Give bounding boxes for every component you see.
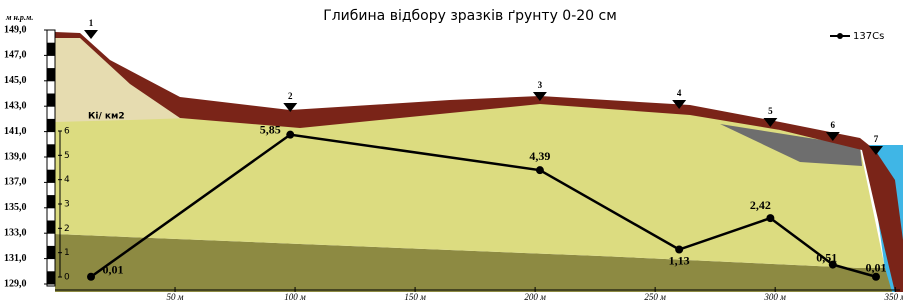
x-tick-label: 50 м <box>167 292 184 302</box>
legend-label: 137Cs <box>853 31 884 42</box>
y2-tick-label: 143,0 <box>4 100 27 111</box>
y-tick-label: 0 <box>64 273 70 283</box>
point <box>536 166 544 174</box>
y-tick-label: 2 <box>64 224 70 234</box>
y2-tick-label: 149,0 <box>4 24 27 35</box>
y2-tick-label: 141,0 <box>4 126 27 137</box>
point <box>286 131 294 139</box>
value-label: 2,42 <box>750 198 771 212</box>
y2-tick-label: 139,0 <box>4 151 27 162</box>
ruler-segment <box>47 246 55 259</box>
ruler-segment <box>47 119 55 132</box>
ruler-segment <box>47 170 55 183</box>
y2-tick-label: 137,0 <box>4 177 27 188</box>
value-label: 1,13 <box>669 253 690 267</box>
chart: Глибина відбору зразків ґрунту 0-20 см м … <box>0 0 903 304</box>
y-tick-label: 5 <box>64 151 70 161</box>
y-tick-label: 6 <box>64 127 70 137</box>
ruler-segment <box>47 195 55 208</box>
chart-title: Глибина відбору зразків ґрунту 0-20 см <box>323 8 617 24</box>
value-label: 0,51 <box>816 250 837 264</box>
ruler-segment <box>47 144 55 157</box>
x-tick-label: 200 м <box>524 292 546 302</box>
legend-marker <box>837 33 843 39</box>
station-label: 1 <box>89 18 94 28</box>
ruler-segment <box>47 94 55 107</box>
y2-tick-label: 129,0 <box>4 278 27 289</box>
ruler-segment <box>47 43 55 56</box>
value-label: 0,01 <box>865 261 886 275</box>
x-tick-label: 150 м <box>404 292 426 302</box>
station-label: 2 <box>288 91 293 101</box>
ruler-segment <box>47 68 55 81</box>
y2-tick-label: 145,0 <box>4 75 27 86</box>
station-marker <box>84 30 98 39</box>
point <box>766 214 774 222</box>
station-label: 5 <box>768 106 773 116</box>
y2-axis-title: м н.р.м. <box>5 13 33 22</box>
y-tick-label: 4 <box>64 175 70 185</box>
station-label: 6 <box>831 120 836 130</box>
x-tick-label: 300 м <box>763 292 786 302</box>
x-tick-label: 100 м <box>284 292 306 302</box>
value-label: 4,39 <box>529 149 550 163</box>
point <box>87 273 95 281</box>
y2-tick-label: 133,0 <box>4 227 27 238</box>
y2-tick-label: 147,0 <box>4 50 27 61</box>
ruler-segment <box>47 271 55 284</box>
station-label: 3 <box>538 80 543 90</box>
value-label: 0,01 <box>103 263 124 277</box>
y2-tick-label: 131,0 <box>4 253 27 264</box>
x-tick-label: 250 м <box>644 292 666 302</box>
y-tick-label: 3 <box>64 200 70 210</box>
y2-tick-label: 135,0 <box>4 202 27 213</box>
y-tick-label: 1 <box>64 248 70 258</box>
station-label: 7 <box>874 134 879 144</box>
ruler-segment <box>47 221 55 234</box>
y-axis-title: Кі/ км2 <box>88 111 125 122</box>
x-tick-label: 350 м <box>883 292 903 302</box>
station-label: 4 <box>677 88 682 98</box>
value-label: 5,85 <box>260 122 281 136</box>
